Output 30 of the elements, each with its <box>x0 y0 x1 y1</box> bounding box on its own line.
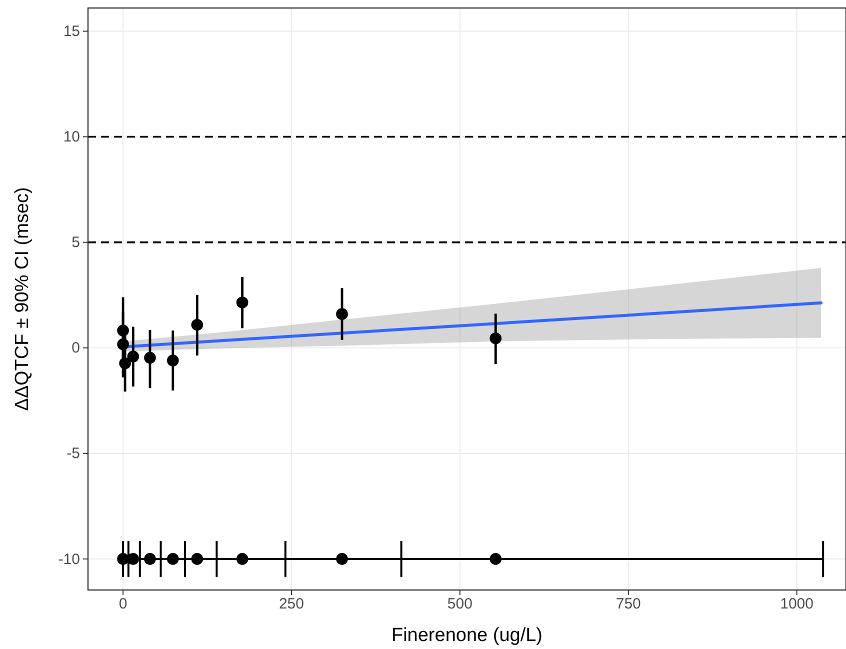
point <box>127 350 140 362</box>
point <box>117 338 129 350</box>
point <box>490 553 502 565</box>
point <box>236 553 248 565</box>
point <box>490 332 502 344</box>
x-tick-label: 750 <box>616 596 641 613</box>
point <box>117 324 129 336</box>
point <box>117 553 129 565</box>
y-tick-label: 5 <box>72 234 80 252</box>
x-tick-label: 1000 <box>780 596 814 613</box>
point <box>336 308 348 320</box>
point <box>336 553 348 565</box>
x-tick-label: 0 <box>118 596 128 613</box>
y-tick-label: -10 <box>58 550 80 568</box>
y-tick-label: 10 <box>63 128 80 146</box>
y-axis-title: ΔΔQTCF ± 90% CI (msec) <box>12 187 33 411</box>
point <box>191 318 204 331</box>
x-tick-label: 250 <box>278 596 304 613</box>
point <box>166 354 179 366</box>
point <box>236 296 248 308</box>
point <box>166 553 179 565</box>
x-axis-title: Finerenone (ug/L) <box>391 625 543 646</box>
point <box>191 553 204 565</box>
point <box>119 357 131 370</box>
point <box>144 352 156 364</box>
point <box>144 553 156 565</box>
y-tick-label: 15 <box>63 23 80 40</box>
x-tick-label: 500 <box>447 596 472 613</box>
y-tick-label: -5 <box>66 445 80 462</box>
y-tick-label: 0 <box>72 340 80 357</box>
